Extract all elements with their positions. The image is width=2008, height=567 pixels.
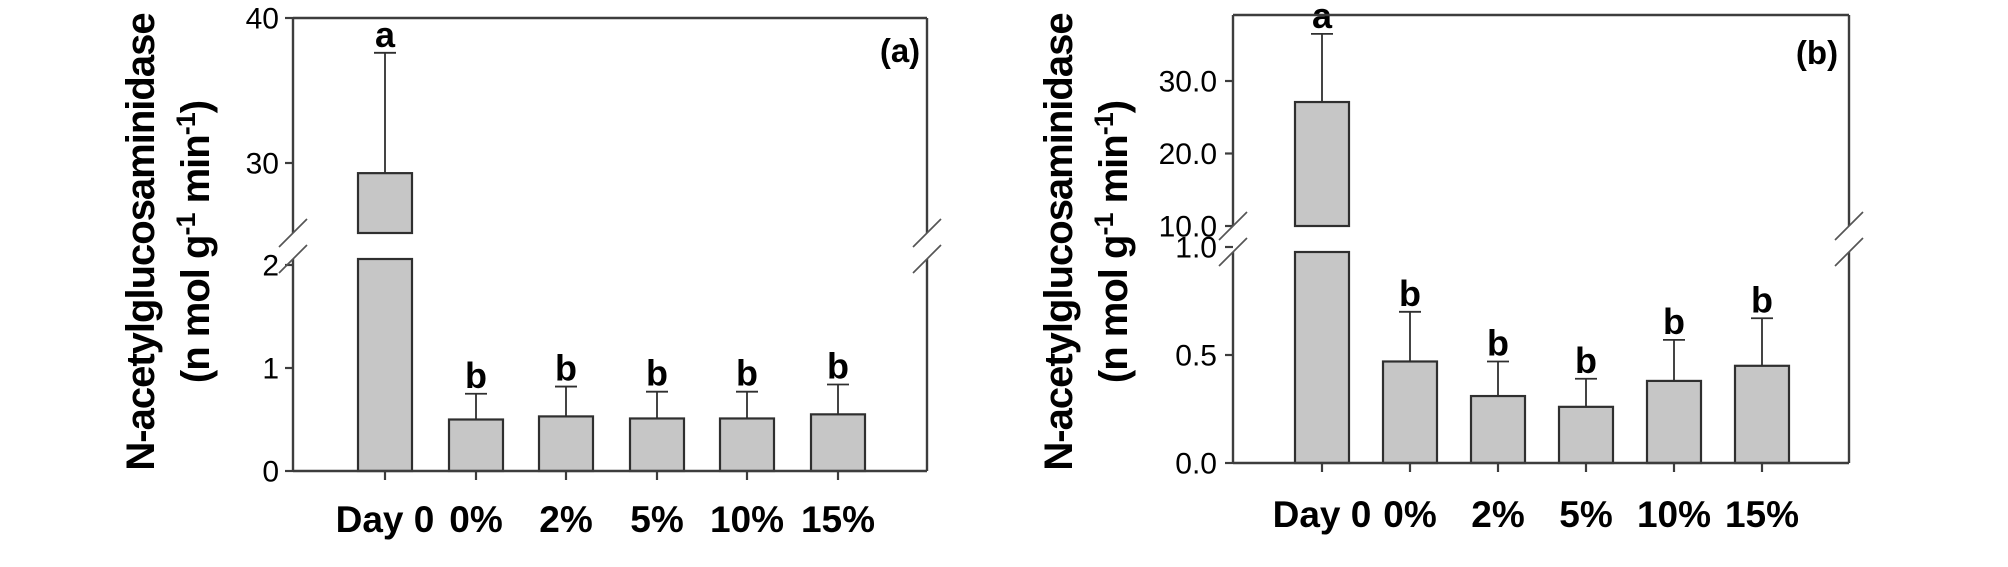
category-label-5-: 5% <box>630 499 683 540</box>
category-label-15-: 15% <box>1725 494 1799 535</box>
category-label-0-: 0% <box>449 499 502 540</box>
category-label-day-0: Day 0 <box>1273 494 1372 535</box>
y-tick-label-0-5: 0.5 <box>1175 340 1217 373</box>
sig-letter-15-: b <box>827 345 849 386</box>
sig-letter-0-: b <box>465 355 487 396</box>
category-label-15-: 15% <box>801 499 875 540</box>
axis-break-mark-2 <box>912 244 942 274</box>
category-label-2-: 2% <box>1471 494 1524 535</box>
sig-letter-day-0: a <box>375 14 396 55</box>
sig-letter-10-: b <box>1663 301 1685 342</box>
bar-upper-segment-day-0 <box>1293 100 1351 228</box>
bar-5- <box>628 417 686 473</box>
axis-break-mark-2 <box>278 244 308 274</box>
y-axis-title-segment: ) <box>1092 101 1136 113</box>
y-tick-label-1: 1 <box>262 353 279 386</box>
y-tick-label-1-0: 1.0 <box>1175 232 1217 265</box>
y-tick-label-30: 30 <box>246 148 279 181</box>
sig-letter-day-0: a <box>1312 0 1333 36</box>
axis-break-mark-1 <box>1218 211 1248 241</box>
sig-letter-2-: b <box>1487 322 1509 363</box>
y-tick-label-30-0: 30.0 <box>1159 66 1217 99</box>
sig-letter-5-: b <box>646 353 668 394</box>
axis-break-mark-1 <box>278 218 308 248</box>
sig-letter-0-: b <box>1399 273 1421 314</box>
bar-15- <box>809 413 867 473</box>
y-tick-label-10-0: 10.0 <box>1159 211 1217 244</box>
y-axis-title-segment: min <box>1092 135 1136 213</box>
sig-letter-5-: b <box>1575 340 1597 381</box>
y-axis-title-segment: ) <box>174 101 218 113</box>
panel--a-: a Day 0 b 0% b 2% b 5% b 10% b 15% 0 1 2 30 40 (a) N-acety… <box>119 3 929 540</box>
sig-letter-15-: b <box>1751 279 1773 320</box>
panel--b-: a Day 0 b 0% b 2% b 5% b 10% b 15% 0.0 0.5 1.010.0 20.0… <box>1037 0 1851 535</box>
bar-15- <box>1733 364 1791 465</box>
panel-letter: (b) <box>1796 34 1838 71</box>
bar-10- <box>1645 379 1703 465</box>
y-tick-label-20-0: 20.0 <box>1159 138 1217 171</box>
sig-letter-2-: b <box>555 348 577 389</box>
y-axis-title-line1: N-acetylglucosaminidase <box>119 13 163 470</box>
axis-break-mark-1 <box>912 218 942 248</box>
category-label-day-0: Day 0 <box>336 499 435 540</box>
y-axis-title-line2: (n mol g-1 min-1) <box>171 101 218 383</box>
axis-break-mark-2 <box>1834 237 1864 267</box>
y-axis-title-line2: (n mol g-1 min-1) <box>1089 101 1136 383</box>
category-label-0-: 0% <box>1383 494 1436 535</box>
y-axis-title-segment: (n mol g <box>174 236 218 384</box>
bar-0- <box>447 418 505 473</box>
bar-10- <box>718 417 776 473</box>
y-axis-title-superscript: -1 <box>1089 213 1119 236</box>
y-tick-label-2: 2 <box>262 250 279 283</box>
y-tick-label-0-0: 0.0 <box>1175 448 1217 481</box>
axis-break-mark-2 <box>1218 237 1248 267</box>
bar-2- <box>1469 394 1527 465</box>
category-label-5-: 5% <box>1559 494 1612 535</box>
y-tick-label-40: 40 <box>246 3 279 36</box>
bar-5- <box>1557 405 1615 465</box>
sig-letter-10-: b <box>736 353 758 394</box>
y-axis-title-superscript: -1 <box>171 112 201 135</box>
y-tick-label-0: 0 <box>262 456 279 489</box>
bar-upper-segment-day-0 <box>356 172 414 235</box>
bar-2- <box>537 415 595 473</box>
bar-0- <box>1381 360 1439 465</box>
panel-letter: (a) <box>880 32 920 69</box>
bar-lower-segment-day-0 <box>1293 250 1351 465</box>
y-axis-title-segment: min <box>174 135 218 213</box>
category-label-10-: 10% <box>1637 494 1711 535</box>
y-axis-title-superscript: -1 <box>171 213 201 236</box>
y-axis-title-superscript: -1 <box>1089 112 1119 135</box>
category-label-10-: 10% <box>710 499 784 540</box>
bar-lower-segment-day-0 <box>356 257 414 473</box>
y-axis-title-segment: (n mol g <box>1092 236 1136 384</box>
axis-break-mark-1 <box>1834 211 1864 241</box>
category-label-2-: 2% <box>539 499 592 540</box>
y-axis-title-line1: N-acetylglucosaminidase <box>1037 13 1081 470</box>
